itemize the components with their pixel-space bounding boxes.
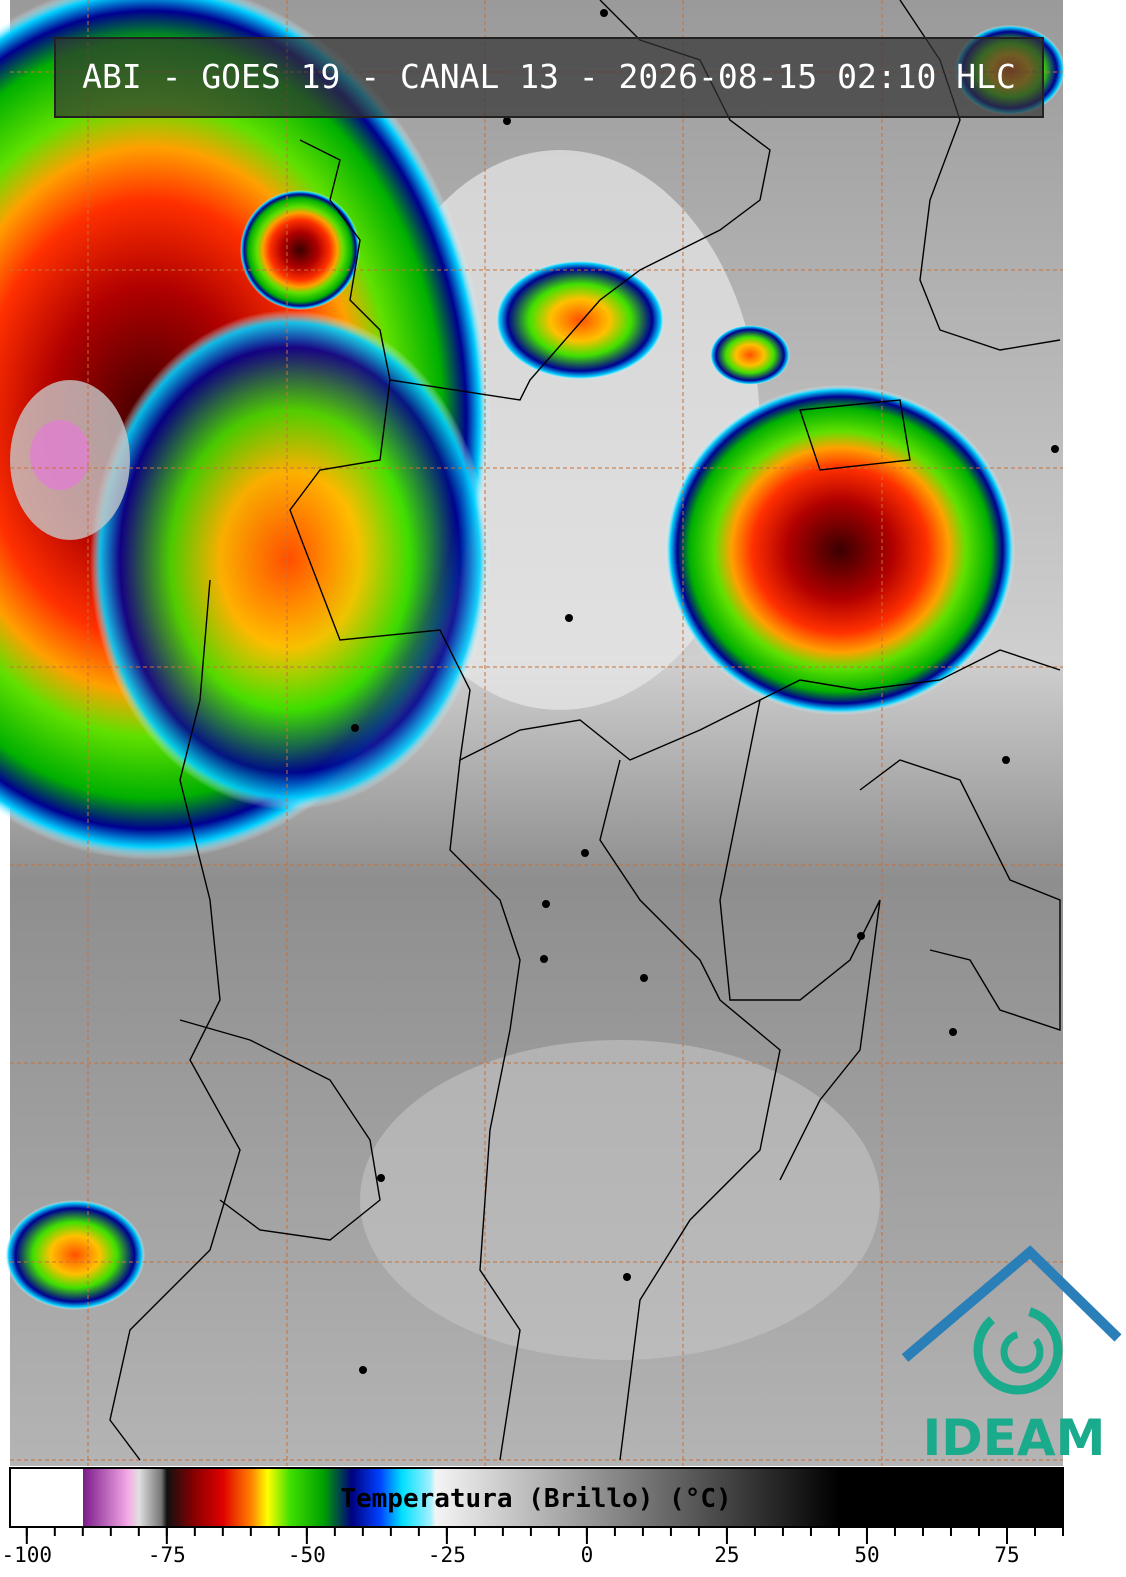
cities [351,9,1059,1374]
tick-label: -75 [148,1543,186,1567]
tick-label: -100 [2,1543,53,1567]
tick-label: 75 [994,1543,1019,1567]
tick-label: 0 [581,1543,594,1567]
satellite-image [0,0,1065,1466]
logo: IDEAM [901,1245,1122,1467]
logo-text: IDEAM [923,1409,1106,1467]
graticule [10,0,1063,1466]
title-box: ABI - GOES 19 - CANAL 13 - 2026-08-15 02… [54,37,1044,118]
tick-label: 25 [714,1543,739,1567]
tick-label: -25 [428,1543,466,1567]
colorbar-label: Temperatura (Brillo) (°C) [340,1484,731,1514]
colorbar: Temperatura (Brillo) (°C) -100 -75 -50 -25 0… [2,1467,1064,1567]
title: ABI - GOES 19 - CANAL 13 - 2026-08-15 02… [82,57,1016,96]
tick-label: -50 [288,1543,326,1567]
tick-label: 50 [854,1543,879,1567]
colorbar-fill [9,1467,1064,1528]
